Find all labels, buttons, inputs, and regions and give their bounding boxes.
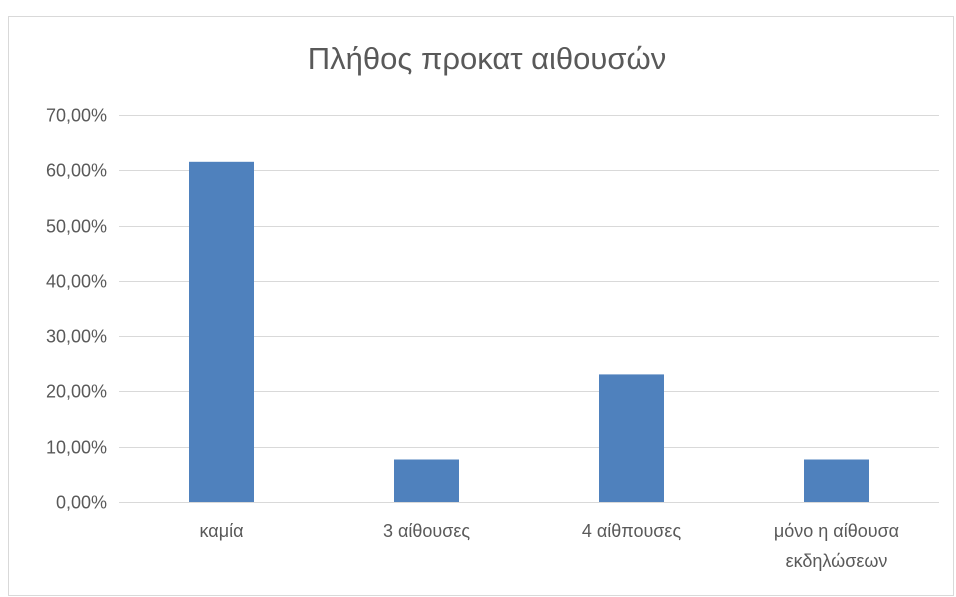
chart-title: Πλήθος προκατ αιθουσών (308, 41, 666, 76)
y-tick-label: 70,00% (46, 106, 107, 126)
gridlines (119, 115, 939, 503)
bar-chart: Πλήθος προκατ αιθουσών 0,00% 10,00% 20,00%… (46, 41, 939, 571)
x-tick-label-line: 3 αίθουσες (383, 521, 470, 541)
x-axis-tick-labels: καμία 3 αίθουσες 4 αίθπουσες μόνο η αίθουσα… (200, 521, 900, 571)
x-tick-label-line: μόνο η αίθουσα (774, 521, 899, 541)
bars (189, 161, 869, 503)
bar (599, 374, 664, 502)
x-tick-label-line: καμία (200, 521, 244, 541)
y-tick-label: 50,00% (46, 217, 107, 237)
x-tick-label: μόνο η αίθουσα εκδηλώσεων (774, 521, 899, 571)
chart-frame: Πλήθος προκατ αιθουσών 0,00% 10,00% 20,00%… (8, 16, 954, 596)
x-tick-label: 4 αίθπουσες (582, 521, 682, 541)
x-tick-label-line: εκδηλώσεων (786, 551, 888, 571)
y-tick-label: 60,00% (46, 161, 107, 181)
y-tick-label: 30,00% (46, 327, 107, 347)
y-tick-label: 40,00% (46, 272, 107, 292)
x-tick-label-line: 4 αίθπουσες (582, 521, 682, 541)
y-tick-label: 0,00% (56, 493, 107, 513)
y-tick-label: 20,00% (46, 382, 107, 402)
bar (189, 161, 254, 503)
x-tick-label: 3 αίθουσες (383, 521, 470, 541)
x-tick-label: καμία (200, 521, 244, 541)
bar (804, 459, 869, 502)
y-axis-tick-labels: 0,00% 10,00% 20,00% 30,00% 40,00% 50,00% 60,00… (46, 106, 107, 513)
bar (394, 459, 459, 502)
y-tick-label: 10,00% (46, 438, 107, 458)
